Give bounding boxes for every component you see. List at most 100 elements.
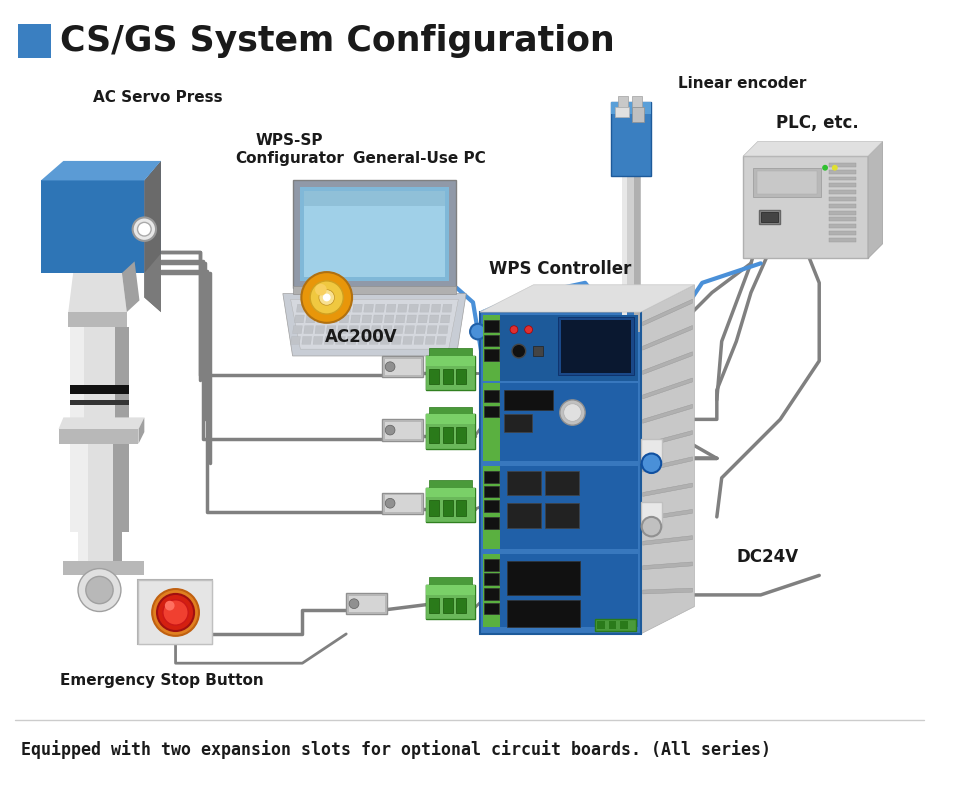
- Polygon shape: [283, 294, 466, 356]
- Bar: [545, 503, 579, 528]
- Polygon shape: [395, 315, 405, 323]
- Polygon shape: [346, 336, 357, 344]
- Bar: [113, 443, 122, 561]
- Bar: [482, 383, 500, 462]
- Bar: [604, 350, 656, 376]
- Bar: [426, 585, 475, 595]
- Bar: [752, 168, 821, 197]
- Bar: [456, 500, 466, 516]
- Polygon shape: [308, 305, 317, 312]
- Polygon shape: [326, 326, 335, 334]
- Polygon shape: [41, 161, 160, 181]
- Bar: [382, 492, 423, 514]
- Bar: [640, 439, 661, 463]
- Bar: [828, 204, 855, 208]
- Bar: [426, 356, 475, 390]
- Circle shape: [641, 517, 660, 537]
- Bar: [545, 471, 579, 495]
- Bar: [482, 383, 637, 462]
- Bar: [483, 471, 499, 483]
- Polygon shape: [419, 305, 430, 312]
- Bar: [426, 488, 475, 522]
- Circle shape: [384, 499, 395, 508]
- Bar: [442, 368, 452, 384]
- Bar: [557, 317, 633, 376]
- Circle shape: [349, 599, 358, 608]
- Bar: [483, 500, 499, 512]
- Circle shape: [152, 589, 199, 636]
- Bar: [596, 621, 604, 629]
- Polygon shape: [642, 483, 692, 496]
- Bar: [426, 585, 475, 619]
- Bar: [618, 95, 628, 107]
- Polygon shape: [407, 315, 416, 323]
- Bar: [426, 414, 475, 449]
- Circle shape: [822, 165, 827, 170]
- Bar: [758, 210, 779, 224]
- Bar: [504, 414, 531, 432]
- Polygon shape: [642, 299, 692, 326]
- Bar: [743, 156, 867, 259]
- Polygon shape: [425, 336, 434, 344]
- Bar: [615, 107, 628, 117]
- Bar: [429, 598, 438, 613]
- Bar: [622, 117, 627, 331]
- Circle shape: [157, 594, 194, 631]
- Polygon shape: [357, 336, 367, 344]
- Bar: [622, 117, 639, 331]
- Bar: [429, 500, 438, 516]
- Bar: [138, 580, 211, 644]
- Polygon shape: [369, 336, 379, 344]
- Bar: [756, 170, 817, 194]
- Circle shape: [309, 281, 343, 314]
- Polygon shape: [290, 336, 300, 344]
- Polygon shape: [306, 315, 315, 323]
- Bar: [138, 580, 211, 644]
- Bar: [482, 554, 637, 627]
- Bar: [482, 315, 637, 381]
- Bar: [483, 390, 499, 402]
- Polygon shape: [341, 305, 351, 312]
- Bar: [442, 598, 452, 613]
- Polygon shape: [415, 326, 426, 334]
- Polygon shape: [330, 305, 339, 312]
- Bar: [828, 163, 855, 166]
- Circle shape: [384, 362, 395, 372]
- Bar: [608, 621, 616, 629]
- Circle shape: [509, 326, 517, 334]
- Polygon shape: [319, 305, 329, 312]
- Polygon shape: [337, 326, 347, 334]
- Polygon shape: [314, 326, 325, 334]
- Polygon shape: [429, 315, 438, 323]
- Polygon shape: [413, 336, 423, 344]
- Polygon shape: [743, 141, 881, 156]
- Circle shape: [559, 400, 584, 425]
- Polygon shape: [361, 315, 371, 323]
- Bar: [426, 414, 475, 424]
- Bar: [346, 593, 386, 615]
- Polygon shape: [385, 305, 396, 312]
- Bar: [828, 190, 855, 194]
- Polygon shape: [480, 285, 694, 312]
- Polygon shape: [290, 299, 457, 350]
- Circle shape: [470, 323, 485, 339]
- Bar: [533, 346, 543, 356]
- Polygon shape: [371, 326, 381, 334]
- Bar: [611, 103, 650, 176]
- Polygon shape: [383, 315, 394, 323]
- Circle shape: [78, 569, 121, 611]
- Bar: [292, 286, 456, 294]
- Bar: [426, 488, 475, 497]
- Bar: [483, 320, 499, 331]
- Bar: [760, 211, 777, 222]
- Circle shape: [133, 218, 156, 241]
- Bar: [483, 350, 499, 361]
- Bar: [115, 327, 129, 532]
- Bar: [429, 480, 472, 490]
- Polygon shape: [138, 417, 144, 443]
- Polygon shape: [68, 273, 127, 312]
- Circle shape: [137, 222, 151, 236]
- Bar: [348, 595, 384, 612]
- Polygon shape: [640, 285, 694, 634]
- Bar: [442, 427, 452, 443]
